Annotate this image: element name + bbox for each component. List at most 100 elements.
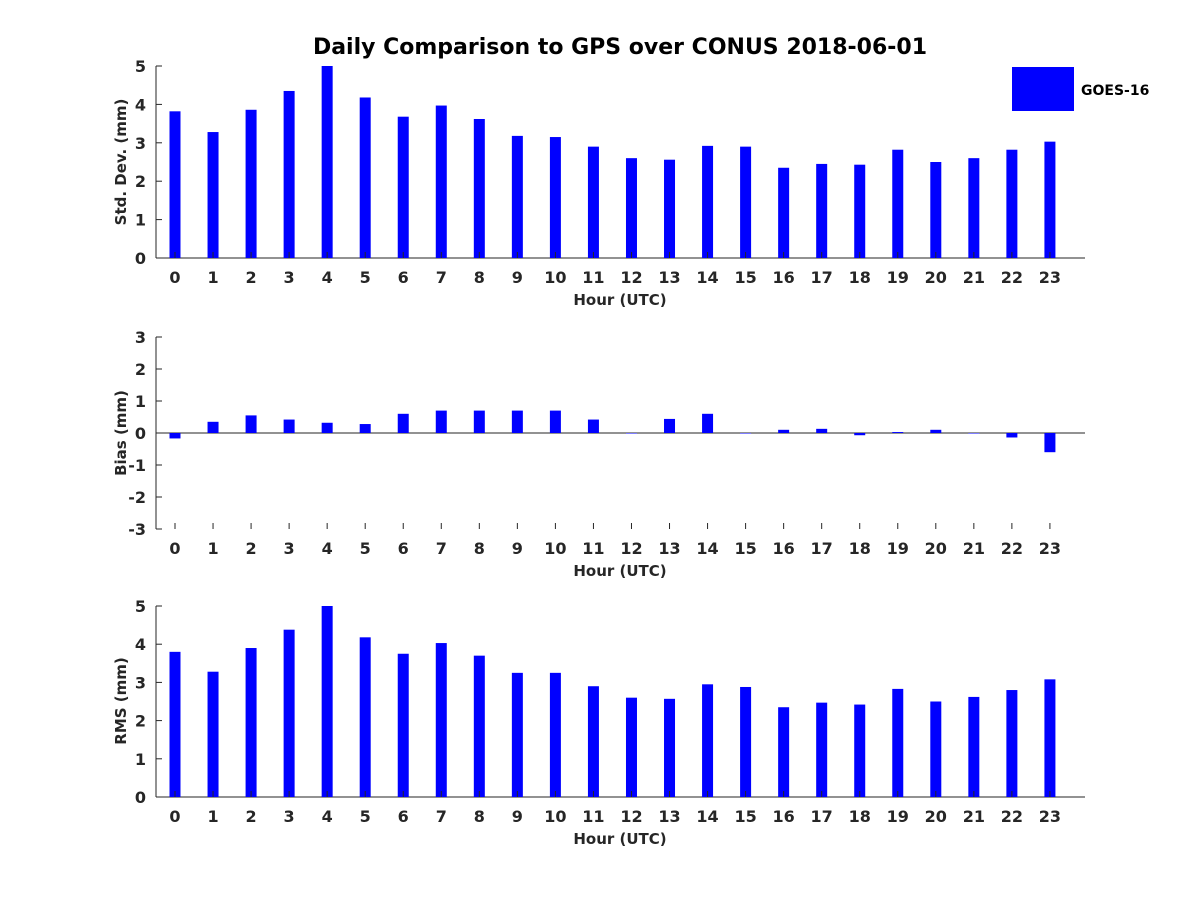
bias-x-tick-label: 8 bbox=[474, 539, 485, 558]
rms-x-tick-label: 7 bbox=[436, 807, 447, 826]
std-bar bbox=[283, 90, 295, 259]
bias-x-tick-label: 20 bbox=[925, 539, 947, 558]
bias-y-label: Bias (mm) bbox=[112, 390, 130, 476]
bias-x-tick-label: 14 bbox=[696, 539, 718, 558]
std-x-tick-label: 6 bbox=[398, 268, 409, 287]
std-bar bbox=[1044, 141, 1056, 258]
std-bar bbox=[740, 146, 752, 258]
bias-bar bbox=[1044, 433, 1056, 453]
rms-bar bbox=[930, 701, 942, 797]
bias-x-tick-label: 0 bbox=[169, 539, 180, 558]
rms-bar bbox=[778, 707, 790, 797]
bias-y-tick-label: -1 bbox=[128, 456, 146, 475]
std-x-tick-label: 7 bbox=[436, 268, 447, 287]
rms-y-tick-label: 3 bbox=[135, 673, 146, 692]
rms-x-tick-label: 3 bbox=[284, 807, 295, 826]
std-x-tick-label: 5 bbox=[360, 268, 371, 287]
rms-bar bbox=[625, 697, 637, 797]
bias-x-tick-label: 23 bbox=[1039, 539, 1061, 558]
std-x-tick-label: 4 bbox=[322, 268, 333, 287]
bias-y-tick-label: -2 bbox=[128, 488, 146, 507]
rms-bar bbox=[321, 606, 333, 797]
bias-x-tick-label: 10 bbox=[544, 539, 566, 558]
std-x-tick-label: 17 bbox=[811, 268, 833, 287]
rms-x-tick-label: 6 bbox=[398, 807, 409, 826]
rms-bar bbox=[397, 653, 409, 797]
rms-x-tick-label: 15 bbox=[734, 807, 756, 826]
bias-x-tick-label: 17 bbox=[811, 539, 833, 558]
bias-x-tick-label: 9 bbox=[512, 539, 523, 558]
bias-bar bbox=[587, 419, 599, 433]
rms-y-tick-label: 5 bbox=[135, 597, 146, 616]
std-bar bbox=[587, 146, 599, 258]
std-x-tick-label: 20 bbox=[925, 268, 947, 287]
rms-y-tick-label: 4 bbox=[135, 635, 146, 654]
std-bar bbox=[778, 167, 790, 258]
rms-x-tick-label: 2 bbox=[246, 807, 257, 826]
bias-x-tick-label: 1 bbox=[207, 539, 218, 558]
bias-bar bbox=[207, 421, 219, 433]
rms-bar bbox=[549, 672, 561, 797]
std-bar bbox=[359, 97, 371, 258]
bias-y-tick-label: -3 bbox=[128, 520, 146, 539]
rms-x-tick-label: 18 bbox=[849, 807, 871, 826]
rms-x-tick-label: 21 bbox=[963, 807, 985, 826]
std-x-tick-label: 16 bbox=[773, 268, 795, 287]
std-x-tick-label: 12 bbox=[620, 268, 642, 287]
rms-y-tick-label: 0 bbox=[135, 788, 146, 807]
bias-bar bbox=[435, 410, 447, 433]
std-y-tick-label: 5 bbox=[135, 57, 146, 76]
rms-bar bbox=[359, 637, 371, 797]
rms-bar bbox=[245, 648, 257, 797]
bias-x-tick-label: 3 bbox=[284, 539, 295, 558]
rms-x-tick-label: 22 bbox=[1001, 807, 1023, 826]
rms-bar bbox=[1006, 690, 1018, 797]
std-bar bbox=[321, 66, 333, 258]
std-y-label: Std. Dev. (mm) bbox=[112, 99, 130, 226]
std-bar bbox=[435, 105, 447, 258]
rms-bar bbox=[892, 688, 904, 797]
rms-x-tick-label: 5 bbox=[360, 807, 371, 826]
rms-x-tick-label: 1 bbox=[207, 807, 218, 826]
rms-bar bbox=[207, 671, 219, 797]
bias-x-tick-label: 18 bbox=[849, 539, 871, 558]
rms-x-tick-label: 0 bbox=[169, 807, 180, 826]
std-x-tick-label: 11 bbox=[582, 268, 604, 287]
bias-bar bbox=[664, 418, 676, 433]
bias-x-tick-label: 6 bbox=[398, 539, 409, 558]
std-bar bbox=[930, 162, 942, 258]
std-x-tick-label: 13 bbox=[658, 268, 680, 287]
bias-x-label: Hour (UTC) bbox=[573, 562, 666, 580]
bias-bar bbox=[930, 429, 942, 433]
bias-x-tick-label: 19 bbox=[887, 539, 909, 558]
rms-bar bbox=[854, 704, 866, 797]
bias-x-tick-label: 12 bbox=[620, 539, 642, 558]
std-bar bbox=[892, 149, 904, 258]
std-y-tick-label: 3 bbox=[135, 134, 146, 153]
bias-bar bbox=[169, 433, 181, 439]
bias-x-tick-label: 7 bbox=[436, 539, 447, 558]
std-bar bbox=[968, 158, 980, 258]
std-bar bbox=[169, 111, 181, 258]
bias-x-tick-label: 13 bbox=[658, 539, 680, 558]
rms-y-tick-label: 1 bbox=[135, 750, 146, 769]
std-x-label: Hour (UTC) bbox=[573, 291, 666, 309]
rms-bar bbox=[740, 686, 752, 797]
std-bar bbox=[816, 163, 828, 258]
bias-bar bbox=[892, 432, 904, 433]
bias-bar bbox=[702, 413, 714, 433]
rms-bar bbox=[702, 684, 714, 797]
bias-bar bbox=[397, 413, 409, 433]
std-x-tick-label: 14 bbox=[696, 268, 718, 287]
std-y-tick-label: 4 bbox=[135, 95, 146, 114]
bias-y-tick-label: 3 bbox=[135, 328, 146, 347]
bias-x-tick-label: 16 bbox=[773, 539, 795, 558]
bias-bar bbox=[778, 429, 790, 433]
std-x-tick-label: 23 bbox=[1039, 268, 1061, 287]
std-y-tick-label: 1 bbox=[135, 211, 146, 230]
rms-x-tick-label: 12 bbox=[620, 807, 642, 826]
bias-bar bbox=[816, 428, 828, 433]
std-bar bbox=[1006, 149, 1018, 258]
